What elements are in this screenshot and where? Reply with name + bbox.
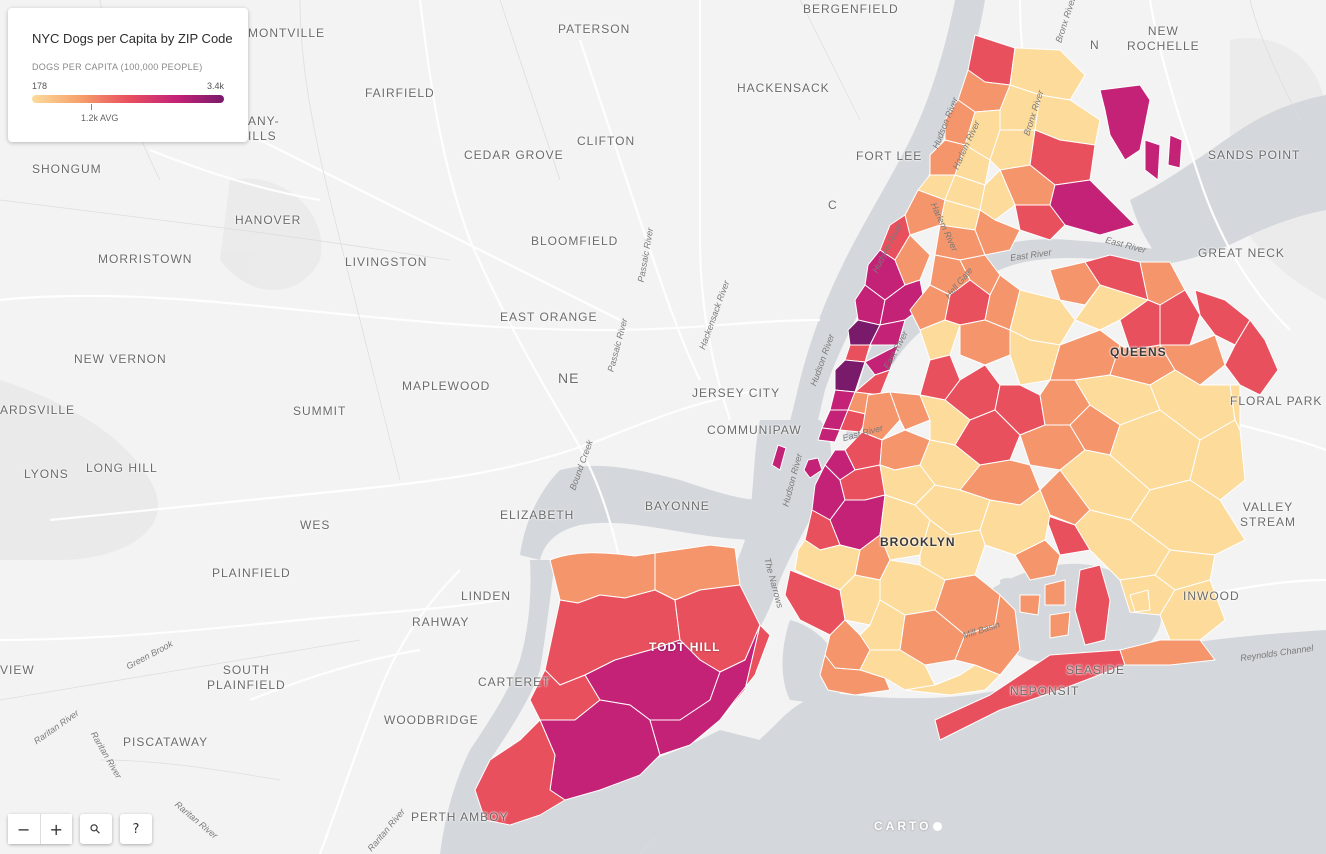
zip-area <box>803 457 823 479</box>
place-wes: WES <box>300 518 331 532</box>
place-floral-park: FLORAL PARK <box>1230 394 1323 408</box>
place-livingston: LIVINGSTON <box>345 255 428 269</box>
legend-max-label: 3.4k <box>206 81 224 91</box>
place-elizabeth: ELIZABETH <box>500 508 575 522</box>
place-summit: SUMMIT <box>293 404 347 418</box>
carto-logo-dot-icon <box>933 822 943 832</box>
zip-area <box>1159 289 1201 346</box>
place-clifton: CLIFTON <box>577 134 636 148</box>
help-button[interactable]: ? <box>120 814 152 844</box>
zip-area <box>1144 139 1161 181</box>
place-east-orange: EAST ORANGE <box>500 310 598 324</box>
zip-area <box>1099 84 1151 161</box>
place-plainfield: PLAINFIELD <box>212 566 291 580</box>
zip-area <box>819 654 891 696</box>
place-perth-amboy: PERTH AMBOY <box>411 810 509 824</box>
zip-area <box>474 719 566 826</box>
place-piscataway: PISCATAWAY <box>123 735 209 749</box>
place-new-rochelle: NEW ROCHELLE <box>1127 24 1200 53</box>
carto-logo[interactable]: CARTO <box>874 819 943 833</box>
place-great-neck: GREAT NECK <box>1198 246 1285 260</box>
place-carteret: CARTERET <box>478 675 551 689</box>
zoom-out-button[interactable]: − <box>8 814 41 844</box>
legend-title: NYC Dogs per Capita by ZIP Code <box>32 31 233 46</box>
zip-area <box>1119 639 1216 666</box>
place-inwood: INWOOD <box>1183 589 1240 603</box>
zip-area <box>844 344 871 363</box>
carto-logo-text: CARTO <box>874 819 932 833</box>
zip-area <box>719 624 771 721</box>
place-c: C <box>828 198 838 212</box>
place-new-vernon: NEW VERNON <box>74 352 167 366</box>
zip-area <box>1074 564 1111 646</box>
place-ne: NE <box>558 370 580 386</box>
zip-area <box>894 234 931 286</box>
zip-area <box>904 664 1001 696</box>
zip-area <box>1224 319 1279 396</box>
place-neponsit: NEPONSIT <box>1010 684 1080 698</box>
place-bayonne: BAYONNE <box>645 499 710 513</box>
zip-area <box>861 391 901 441</box>
place-fairfield: FAIRFIELD <box>365 86 435 100</box>
zip-area <box>1044 579 1066 606</box>
legend-subtitle: DOGS PER CAPITA (100,000 PEOPLE) <box>32 62 203 72</box>
place-communipaw: COMMUNIPAW <box>707 423 802 437</box>
place-bergenfield: BERGENFIELD <box>803 2 899 16</box>
zip-area <box>1129 589 1151 613</box>
legend-avg-label: 1.2k AVG <box>81 113 119 123</box>
zip-area <box>1014 204 1066 241</box>
zip-area <box>1049 611 1071 639</box>
place-queens: QUEENS <box>1110 345 1167 359</box>
zip-area <box>959 319 1011 366</box>
zoom-in-button[interactable]: + <box>40 814 72 844</box>
zip-area <box>919 319 961 361</box>
place-brooklyn: BROOKLYN <box>880 535 956 549</box>
zip-polygons <box>474 34 1279 826</box>
place-rahway: RAHWAY <box>412 615 470 629</box>
zip-area <box>1014 539 1061 581</box>
place-montville: MONTVILLE <box>248 26 326 40</box>
place-any-ills: ANY- ILLS <box>248 114 280 143</box>
search-icon: ⚲ <box>87 820 105 838</box>
water-bodies <box>440 0 1326 854</box>
place-paterson: PATERSON <box>558 22 631 36</box>
place-south-plainfield: SOUTH PLAINFIELD <box>207 663 286 692</box>
place-hackensack: HACKENSACK <box>737 81 830 95</box>
place-todt-hill: TODT HILL <box>649 640 721 654</box>
place-cedar-grove: CEDAR GROVE <box>464 148 564 162</box>
zip-area <box>1167 134 1183 169</box>
place-shongum: SHONGUM <box>32 162 102 176</box>
place-morristown: MORRISTOWN <box>98 252 193 266</box>
place-maplewood: MAPLEWOOD <box>402 379 491 393</box>
place-bloomfield: BLOOMFIELD <box>531 234 619 248</box>
place-n: N <box>1090 38 1100 52</box>
place-seaside: SEASIDE <box>1066 663 1126 677</box>
zip-area <box>771 444 787 471</box>
zip-area <box>1019 594 1041 616</box>
place-lyons: LYONS <box>24 467 69 481</box>
place-sands-point: SANDS POINT <box>1208 148 1301 162</box>
place-linden: LINDEN <box>461 589 512 603</box>
zoom-controls: − + <box>8 814 72 844</box>
place-ardsville: ARDSVILLE <box>0 403 76 417</box>
place-view: VIEW <box>0 663 35 677</box>
place-fort-lee: FORT LEE <box>856 149 923 163</box>
place-valley-stream: VALLEY STREAM <box>1240 500 1297 529</box>
zip-area <box>979 169 1016 221</box>
zip-area <box>904 189 946 236</box>
place-woodbridge: WOODBRIDGE <box>384 713 479 727</box>
legend-avg-tick <box>91 104 92 110</box>
legend-color-ramp <box>32 95 224 103</box>
legend-min-label: 178 <box>32 81 48 91</box>
zip-area <box>889 391 931 431</box>
place-jersey-city: JERSEY CITY <box>692 386 781 400</box>
place-long-hill: LONG HILL <box>86 461 158 475</box>
search-button[interactable]: ⚲ <box>80 814 112 844</box>
zip-area <box>817 427 841 443</box>
place-hanover: HANOVER <box>235 213 302 227</box>
zip-area <box>1049 179 1136 236</box>
legend-panel: NYC Dogs per Capita by ZIP Code DOGS PER… <box>8 8 248 142</box>
